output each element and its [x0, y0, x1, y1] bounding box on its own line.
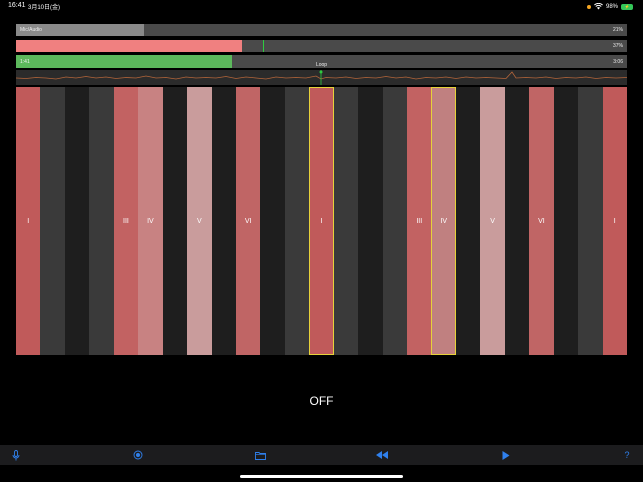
- elapsed-time: 1:41: [20, 59, 30, 65]
- playback-progress-fill: [16, 55, 232, 68]
- chord-column[interactable]: I: [602, 87, 627, 355]
- chord-column[interactable]: IV: [138, 87, 163, 355]
- chord-label: IV: [440, 217, 447, 225]
- chord-label: III: [123, 217, 129, 225]
- input-meter-value: 21%: [612, 27, 623, 33]
- chord-column[interactable]: IV: [431, 87, 456, 355]
- chord-column[interactable]: [578, 87, 603, 355]
- rewind-button[interactable]: [376, 449, 388, 461]
- status-indicators: 98% ⚡: [586, 2, 633, 11]
- chord-column[interactable]: [333, 87, 359, 355]
- chord-column[interactable]: VI: [529, 87, 554, 355]
- chord-label: III: [416, 217, 423, 225]
- level-meter[interactable]: 37%: [16, 40, 627, 52]
- folder-icon: [254, 451, 266, 460]
- level-meter-fill: [16, 40, 243, 52]
- total-time: 3:06: [613, 59, 623, 65]
- wifi-icon: [594, 3, 603, 10]
- chord-column[interactable]: [162, 87, 188, 355]
- chord-column[interactable]: [64, 87, 90, 355]
- play-button[interactable]: [500, 449, 512, 461]
- chord-column[interactable]: [455, 87, 481, 355]
- input-meter-fill: [16, 24, 145, 36]
- record-icon: [133, 450, 143, 460]
- chord-label: V: [196, 217, 202, 225]
- state-label: OFF: [309, 394, 334, 408]
- chord-column[interactable]: I: [309, 87, 334, 355]
- chord-columns: I III IV V VI I III IV V VI I: [16, 87, 627, 355]
- chord-column[interactable]: [284, 87, 310, 355]
- chord-column[interactable]: [504, 87, 530, 355]
- peak-marker: [262, 40, 264, 52]
- chord-label: VI: [538, 217, 545, 225]
- battery-percent: 98%: [605, 3, 618, 10]
- privacy-indicator-icon: [586, 4, 591, 9]
- chord-column[interactable]: [358, 87, 383, 355]
- chord-column[interactable]: [40, 87, 65, 355]
- input-source-label: Mic/Audio: [20, 27, 42, 33]
- chord-label: I: [320, 217, 323, 225]
- rewind-icon: [376, 451, 388, 459]
- help-button[interactable]: ?: [621, 449, 633, 461]
- status-bar: 16:41 3月10日(金) 98% ⚡: [0, 0, 643, 14]
- record-button[interactable]: [132, 449, 144, 461]
- input-meter[interactable]: Mic/Audio 21%: [16, 24, 627, 36]
- playback-progress-bar[interactable]: 1:41 3:06 Loop: [16, 55, 627, 68]
- home-indicator[interactable]: [240, 475, 403, 478]
- chord-label: I: [27, 217, 30, 225]
- chord-label: IV: [147, 217, 154, 225]
- chord-label: VI: [244, 217, 252, 225]
- chord-column[interactable]: [260, 87, 285, 355]
- bottom-toolbar: ?: [0, 445, 643, 465]
- chord-column[interactable]: [382, 87, 408, 355]
- level-meter-value: 37%: [612, 43, 623, 49]
- chord-column[interactable]: V: [480, 87, 505, 355]
- chord-column[interactable]: I: [16, 87, 41, 355]
- status-date: 3月10日(金): [28, 5, 61, 11]
- chord-column[interactable]: [553, 87, 579, 355]
- chord-column[interactable]: [211, 87, 236, 355]
- battery-charging-icon: ⚡: [621, 3, 633, 10]
- folder-button[interactable]: [254, 449, 266, 461]
- microphone-button[interactable]: [10, 449, 22, 461]
- waveform-display[interactable]: [16, 70, 627, 85]
- microphone-icon: [12, 449, 20, 460]
- chord-column[interactable]: III: [113, 87, 139, 355]
- chord-column[interactable]: [89, 87, 114, 355]
- chord-column[interactable]: III: [407, 87, 432, 355]
- chord-label: V: [490, 217, 495, 225]
- status-time: 16:41: [8, 2, 26, 9]
- chord-column[interactable]: VI: [235, 87, 261, 355]
- help-icon: ?: [624, 450, 630, 460]
- chord-label: I: [613, 217, 616, 225]
- loop-label[interactable]: Loop: [315, 62, 328, 68]
- play-icon: [502, 450, 510, 460]
- chord-column[interactable]: V: [187, 87, 212, 355]
